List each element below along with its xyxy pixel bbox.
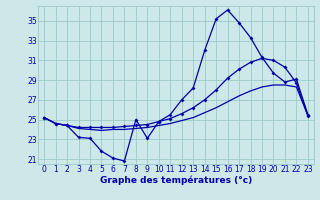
X-axis label: Graphe des températures (°c): Graphe des températures (°c) (100, 176, 252, 185)
